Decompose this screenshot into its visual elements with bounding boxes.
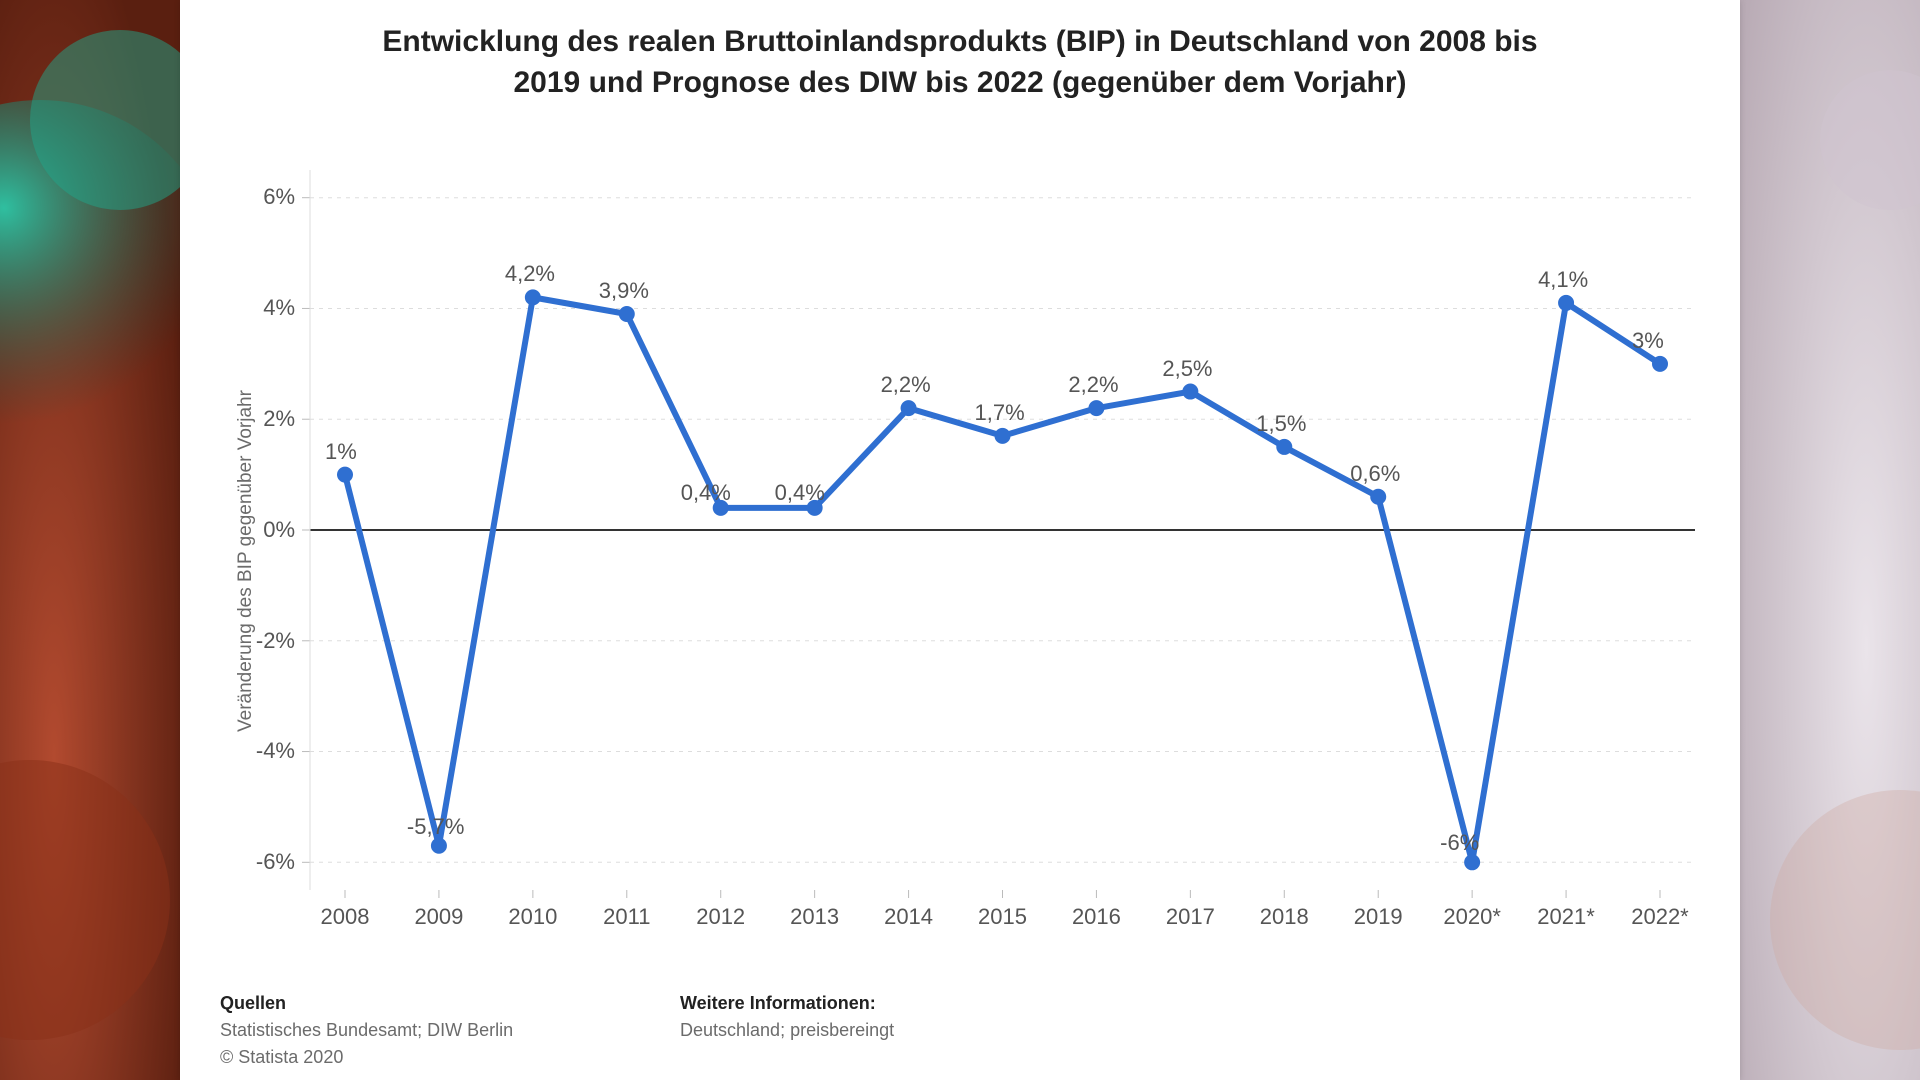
data-point-label: 3,9% — [599, 278, 649, 304]
data-point-label: 2,2% — [881, 372, 931, 398]
x-tick-label: 2018 — [1239, 904, 1329, 930]
x-tick-label: 2013 — [770, 904, 860, 930]
y-tick-label: 2% — [220, 406, 295, 432]
frame: Entwicklung des realen Bruttoinlandsprod… — [0, 0, 1920, 1080]
data-point-label: 2,2% — [1068, 372, 1118, 398]
data-point-label: 4,1% — [1538, 267, 1588, 293]
y-tick-label: 6% — [220, 184, 295, 210]
data-point-label: 0,4% — [681, 480, 731, 506]
footer-more-info: Weitere Informationen: Deutschland; prei… — [680, 990, 894, 1044]
x-tick-label: 2017 — [1145, 904, 1235, 930]
data-point-label: -6% — [1440, 830, 1479, 856]
x-tick-label: 2021* — [1521, 904, 1611, 930]
data-point-label: 1,7% — [975, 400, 1025, 426]
x-tick-label: 2011 — [582, 904, 672, 930]
x-tick-label: 2019 — [1333, 904, 1423, 930]
data-point-label: 1,5% — [1256, 411, 1306, 437]
data-point-label: -5,7% — [407, 814, 464, 840]
more-info-text: Deutschland; preisbereingt — [680, 1020, 894, 1040]
sources-text: Statistisches Bundesamt; DIW Berlin — [220, 1020, 513, 1040]
y-tick-label: -4% — [220, 738, 295, 764]
x-tick-label: 2012 — [676, 904, 766, 930]
x-tick-label: 2014 — [864, 904, 954, 930]
data-point-label: 1% — [325, 439, 357, 465]
x-tick-label: 2010 — [488, 904, 578, 930]
y-tick-label: 0% — [220, 517, 295, 543]
copyright-text: © Statista 2020 — [220, 1047, 343, 1067]
x-tick-label: 2009 — [394, 904, 484, 930]
data-point-label: 0,6% — [1350, 461, 1400, 487]
data-point-label: 4,2% — [505, 261, 555, 287]
x-tick-label: 2020* — [1427, 904, 1517, 930]
more-info-heading: Weitere Informationen: — [680, 993, 876, 1013]
x-tick-label: 2022* — [1615, 904, 1705, 930]
y-tick-label: 4% — [220, 295, 295, 321]
sources-heading: Quellen — [220, 993, 286, 1013]
x-tick-label: 2016 — [1051, 904, 1141, 930]
x-tick-label: 2015 — [958, 904, 1048, 930]
x-tick-label: 2008 — [300, 904, 390, 930]
data-point-label: 3% — [1632, 328, 1664, 354]
y-tick-label: -2% — [220, 628, 295, 654]
y-tick-label: -6% — [220, 849, 295, 875]
footer-sources: Quellen Statistisches Bundesamt; DIW Ber… — [220, 990, 513, 1071]
data-point-label: 0,4% — [775, 480, 825, 506]
data-point-label: 2,5% — [1162, 356, 1212, 382]
